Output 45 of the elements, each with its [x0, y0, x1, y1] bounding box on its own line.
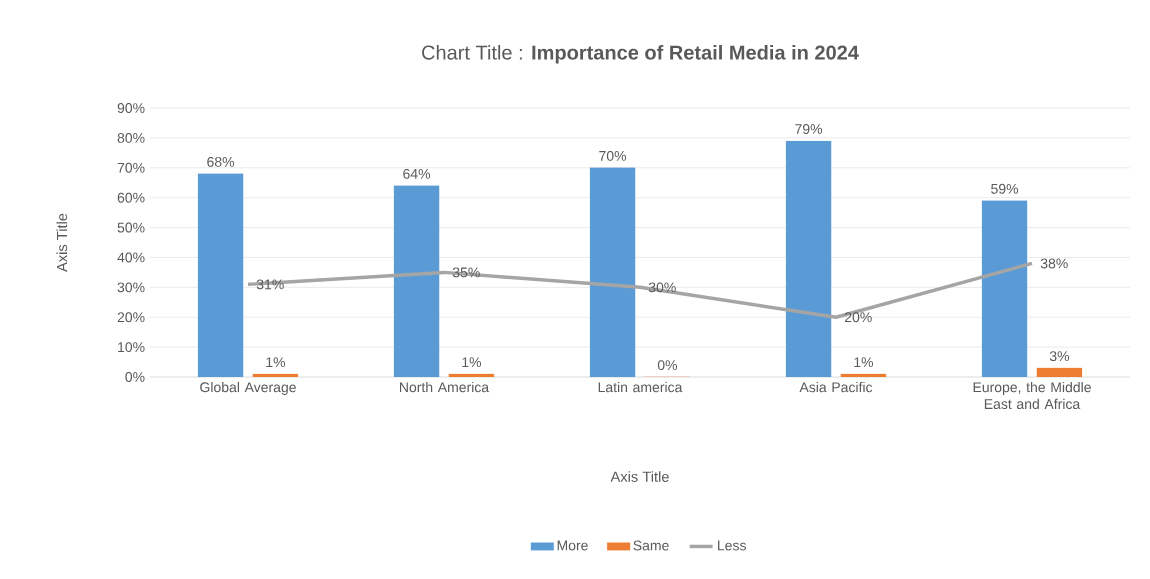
x-tick-label: Asia Pacific: [799, 381, 873, 393]
bar: [589, 167, 636, 377]
y-tick-label: 80%: [117, 132, 145, 143]
bar: [448, 373, 495, 377]
data-label: 31%: [256, 279, 284, 290]
y-axis-title: Axis Title: [56, 213, 68, 272]
x-axis-title: Axis Title: [610, 471, 669, 482]
bar: [981, 200, 1028, 377]
y-tick-label: 50%: [117, 222, 145, 233]
data-label: 59%: [991, 183, 1019, 194]
y-tick-label: 20%: [117, 312, 145, 323]
x-tick-label: Latin america: [598, 381, 683, 393]
data-label: 38%: [1040, 258, 1068, 269]
x-tick-label: Europe, the Middle East and Africa: [973, 381, 1091, 410]
data-label: 1%: [854, 357, 874, 368]
data-label: 30%: [648, 282, 676, 293]
data-label: 1%: [266, 357, 286, 368]
data-label: 70%: [599, 150, 627, 161]
data-label: 1%: [462, 357, 482, 368]
legend-label: Same: [633, 540, 669, 551]
data-label: 79%: [795, 124, 823, 134]
bar: [840, 373, 887, 377]
y-tick-label: 60%: [117, 192, 145, 203]
legend-label: More: [557, 540, 588, 551]
y-tick-label: 70%: [117, 162, 145, 173]
y-tick-label: 30%: [117, 282, 145, 293]
data-label: 64%: [403, 168, 431, 179]
data-label: 20%: [844, 312, 872, 323]
data-label: 3%: [1049, 351, 1070, 362]
y-tick-label: 40%: [117, 252, 145, 263]
y-tick-label: 0%: [125, 372, 145, 382]
bar: [393, 185, 440, 377]
y-tick-label: 90%: [117, 103, 145, 113]
data-label: 0%: [657, 360, 678, 371]
bar: [1036, 367, 1083, 377]
x-tick-label: Global Average: [200, 381, 296, 395]
data-label: 35%: [452, 267, 480, 278]
y-tick-label: 10%: [118, 342, 145, 353]
chart-title: Chart Title : Importance of Retail Media in 2024: [422, 44, 859, 64]
x-tick-label: North America: [400, 381, 490, 393]
legend-label: Less: [718, 540, 746, 551]
bar: [785, 140, 832, 377]
bar: [197, 173, 244, 377]
bar: [252, 373, 299, 377]
data-label: 68%: [207, 156, 235, 167]
